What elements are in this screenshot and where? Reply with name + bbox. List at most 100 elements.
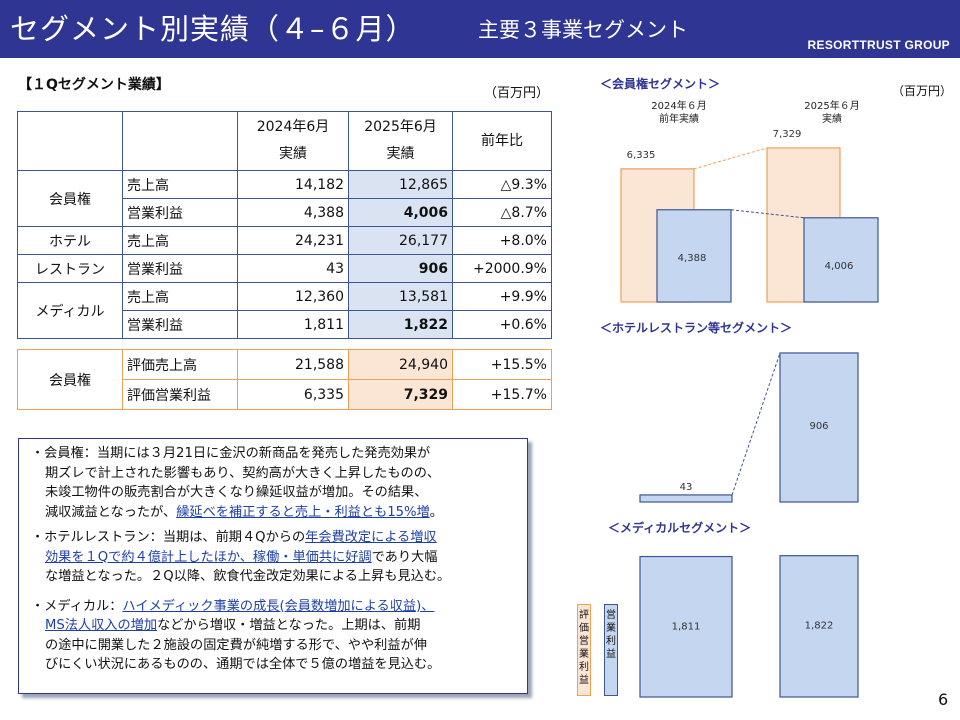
hotel-chart-title: ＜ホテルレストラン等セグメント＞ — [600, 321, 793, 335]
value-yoy: △8.7% — [452, 198, 552, 227]
value-2024: 24,231 — [237, 226, 349, 255]
chart-unit: （百万円） — [892, 84, 953, 98]
value-2025: 7,329 — [348, 379, 453, 410]
row-label: 売上高 — [122, 170, 238, 199]
medical-op-bar — [639, 555, 733, 698]
table-row: メディカル 売上高 12,360 13,581 +9.9% — [17, 282, 552, 339]
value-2025: 12,865 — [348, 170, 453, 199]
hotel-op-bar — [639, 494, 733, 503]
medical-chart-title: ＜メディカルセグメント＞ — [608, 521, 752, 535]
table-header-row: 2024年6月 実績 2025年6月 実績 前年比 — [17, 111, 552, 171]
comment-hotel: ・ホテルレストラン：当期は、前期４Qからの年会費改定による増収 効果を１Qで約４… — [31, 528, 521, 587]
page-subtitle: 主要３事業セグメント — [478, 18, 688, 42]
highlight-text: 効果を１Qで約４億計上したほか、稼働・単価共に好調 — [45, 549, 372, 565]
table-row: 会員権 評価売上高 21,588 24,940 +15.5% — [17, 349, 552, 410]
table-row: 営業利益 1,811 1,822 +0.6% — [18, 310, 552, 339]
value-2025: 1,822 — [348, 310, 453, 339]
value-2025: 24,940 — [348, 349, 453, 380]
table-row: レストラン 営業利益 43 906 +2000.9% — [17, 254, 552, 283]
medical-op-bar — [779, 555, 859, 698]
header-bar: セグメント別実績（４–６月） 主要３事業セグメント RESORTTRUST GR… — [0, 0, 960, 58]
value-2024: 6,335 — [237, 379, 349, 410]
header-2024: 2024年6月 実績 — [237, 111, 349, 171]
membership-op-bar — [656, 209, 732, 303]
group-hotel-l1: ホテル — [17, 226, 123, 255]
table-unit: （百万円） — [484, 86, 550, 101]
table-row: 会員権 売上高 14,182 12,865 △9.3% — [17, 170, 552, 227]
value-2024: 4,388 — [237, 198, 349, 227]
membership-eval-label: 6,335 — [627, 150, 656, 161]
comment-line: MS法人収入の増加などから増収・増益となった。上期は、前期 — [45, 618, 421, 633]
hotel-op-label: 43 — [680, 482, 693, 493]
row-label: 評価営業利益 — [122, 379, 238, 410]
value-2024: 1,811 — [237, 310, 349, 339]
row-label: 営業利益 — [122, 310, 238, 339]
comment-line: 期ズレで計上された影響もあり、契約高が大きく上昇したものの、 — [45, 465, 441, 481]
value-2024: 21,588 — [237, 349, 349, 380]
value-2025: 906 — [348, 254, 453, 283]
brand-logo-text: RESORTTRUST GROUP — [807, 38, 950, 52]
membership-chart-title: ＜会員権セグメント＞ — [600, 77, 721, 91]
highlight-text: ハイメディック事業の成長(会員数増加による収益)、 — [122, 598, 435, 614]
commentary-box: ・会員権：当期には３月21日に金沢の新商品を発売した発売効果が 期ズレで計上され… — [18, 438, 528, 694]
membership-op-connector — [730, 209, 805, 219]
medical-op-label: 1,822 — [805, 621, 834, 632]
comment-line: 効果を１Qで約４億計上したほか、稼働・単価共に好調であり大幅 — [45, 549, 438, 565]
hotel-op-bar — [779, 352, 859, 503]
row-label: 営業利益 — [122, 198, 238, 227]
eval-results-table: 会員権 評価売上高 21,588 24,940 +15.5% 評価営業利益 6,… — [17, 349, 552, 410]
table-section-title: 【１Qセグメント業績】 — [18, 77, 170, 93]
highlight-text: MS法人収入の増加 — [45, 618, 158, 633]
highlight-text: 繰延べを補正すると売上・利益とも15%増 — [176, 504, 430, 520]
page-title: セグメント別実績（４–６月） — [10, 12, 416, 46]
value-yoy: +15.5% — [452, 349, 552, 380]
group-membership: 会員権 — [17, 170, 123, 227]
value-yoy: +9.9% — [452, 282, 552, 311]
comment-line: 未竣工物件の販売割合が大きくなり繰延収益が増加。その結果、 — [45, 485, 428, 500]
value-yoy: +2000.9% — [452, 254, 552, 283]
hotel-op-connector — [731, 352, 781, 496]
chart-col-2024-label: 2024年６月 前年実績 — [651, 101, 707, 125]
comment-line: ・ホテルレストラン：当期は、前期４Qからの年会費改定による増収 — [31, 530, 437, 545]
comment-line: ・会員権：当期には３月21日に金沢の新商品を発売した発売効果が — [31, 446, 431, 461]
value-2025: 26,177 — [348, 226, 453, 255]
value-yoy: +8.0% — [452, 226, 552, 255]
comment-line: びにくい状況にあるものの、通期では全体で５億の増益を見込む。 — [45, 657, 441, 672]
value-yoy: +0.6% — [452, 310, 552, 339]
value-yoy: +15.7% — [452, 379, 552, 410]
page-number: 6 — [938, 690, 949, 709]
segment-results-table: 2024年6月 実績 2025年6月 実績 前年比 会員権 売上高 14,182 1… — [17, 111, 552, 339]
value-2024: 43 — [237, 254, 349, 283]
header-2025: 2025年6月 実績 — [348, 111, 453, 171]
group-medical: メディカル — [17, 282, 123, 339]
comment-membership: ・会員権：当期には３月21日に金沢の新商品を発売した発売効果が 期ズレで計上され… — [31, 444, 521, 522]
value-2024: 14,182 — [237, 170, 349, 199]
value-yoy: △9.3% — [452, 170, 552, 199]
header-yoy: 前年比 — [452, 111, 552, 171]
table-row: 評価営業利益 6,335 7,329 +15.7% — [18, 379, 552, 410]
header-empty-cell — [122, 111, 238, 171]
table-row: 営業利益 4,388 4,006 △8.7% — [18, 198, 552, 227]
header-empty-cell — [17, 111, 123, 171]
medical-op-label: 1,811 — [672, 622, 701, 633]
highlight-text: 年会費改定による増収 — [305, 530, 437, 545]
membership-eval-bar — [620, 168, 695, 303]
row-label: 営業利益 — [122, 254, 238, 283]
membership-op-label: 4,006 — [825, 261, 854, 272]
membership-op-label: 4,388 — [678, 253, 707, 264]
legend-eval-op: 評価営業利益 — [577, 604, 591, 696]
group-hotel-l2: レストラン — [17, 254, 123, 283]
membership-op-bar — [803, 217, 879, 303]
comment-medical: ・メディカル：ハイメディック事業の成長(会員数増加による収益)、 MS法人収入の… — [31, 597, 521, 675]
comment-line: な増益となった。２Q以降、飲食代金改定効果による上昇も見込む。 — [45, 569, 451, 584]
membership-eval-connector — [693, 147, 768, 170]
chart-col-2025-label: 2025年６月 実績 — [804, 101, 860, 125]
value-2025: 13,581 — [348, 282, 453, 311]
row-label: 売上高 — [122, 282, 238, 311]
group-membership-eval: 会員権 — [17, 349, 123, 410]
table-row: ホテル 売上高 24,231 26,177 +8.0% — [17, 226, 552, 255]
row-label: 売上高 — [122, 226, 238, 255]
membership-eval-bar — [766, 147, 841, 303]
comment-line: ・メディカル：ハイメディック事業の成長(会員数増加による収益)、 — [31, 598, 435, 614]
comment-line: 減収減益となったが、繰延べを補正すると売上・利益とも15%増。 — [45, 504, 443, 520]
